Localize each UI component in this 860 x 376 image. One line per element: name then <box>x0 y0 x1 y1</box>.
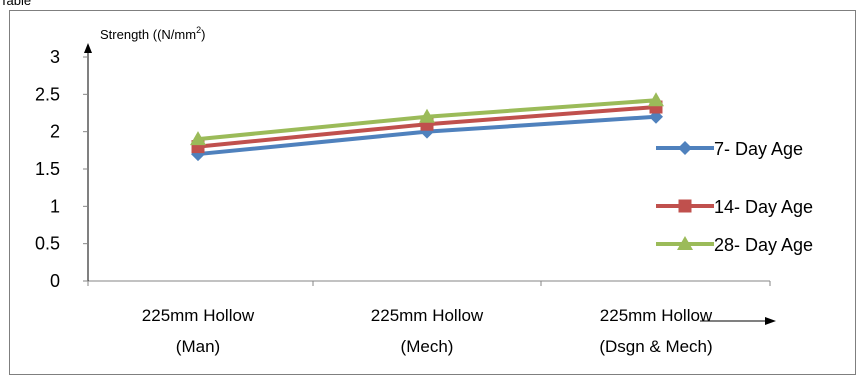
x-tick-label: 225mm Hollow <box>142 306 255 325</box>
legend-label: 28- Day Age <box>714 235 813 255</box>
x-tick-label: (Man) <box>176 337 220 356</box>
legend-swatch-marker <box>678 141 692 155</box>
y-tick-label: 0 <box>50 271 60 291</box>
y-axis-arrowhead <box>84 43 92 53</box>
data-point <box>419 108 435 123</box>
series-group <box>190 92 664 162</box>
x-tick-label: 225mm Hollow <box>371 306 484 325</box>
cropped-caption-fragment: Table <box>0 0 60 10</box>
y-tick-label: 1 <box>50 196 60 216</box>
x-tick-label: 225mm Hollow <box>600 306 713 325</box>
y-tick-label: 1.5 <box>35 159 60 179</box>
legend-swatch-marker <box>677 236 693 250</box>
x-tick-labels: 225mm Hollow (Man) 225mm Hollow (Mech) 225mm… <box>142 306 713 356</box>
chart-border <box>9 10 856 375</box>
x-tick-label: (Dsgn & Mech) <box>599 337 712 356</box>
data-point <box>648 92 664 107</box>
legend-label: 7- Day Age <box>714 139 803 159</box>
legend-label: 14- Day Age <box>714 197 813 217</box>
y-tick-label: 3 <box>50 47 60 67</box>
legend: 7- Day Age 14- Day Age 28- Day Age <box>656 139 813 255</box>
x-axis-arrowhead <box>765 317 776 325</box>
x-tick-label: (Mech) <box>401 337 454 356</box>
y-tick-labels: 3 2.5 2 1.5 1 0.5 0 <box>35 47 60 291</box>
y-tick-label: 0.5 <box>35 234 60 254</box>
data-point <box>190 131 206 146</box>
y-tick-label: 2 <box>50 122 60 142</box>
axes <box>83 43 776 325</box>
y-axis-label: Strength ((N/mm2) <box>100 25 205 42</box>
cropped-caption-text: Table <box>0 0 32 8</box>
legend-swatch-marker <box>678 199 692 213</box>
y-tick-label: 2.5 <box>35 84 60 104</box>
